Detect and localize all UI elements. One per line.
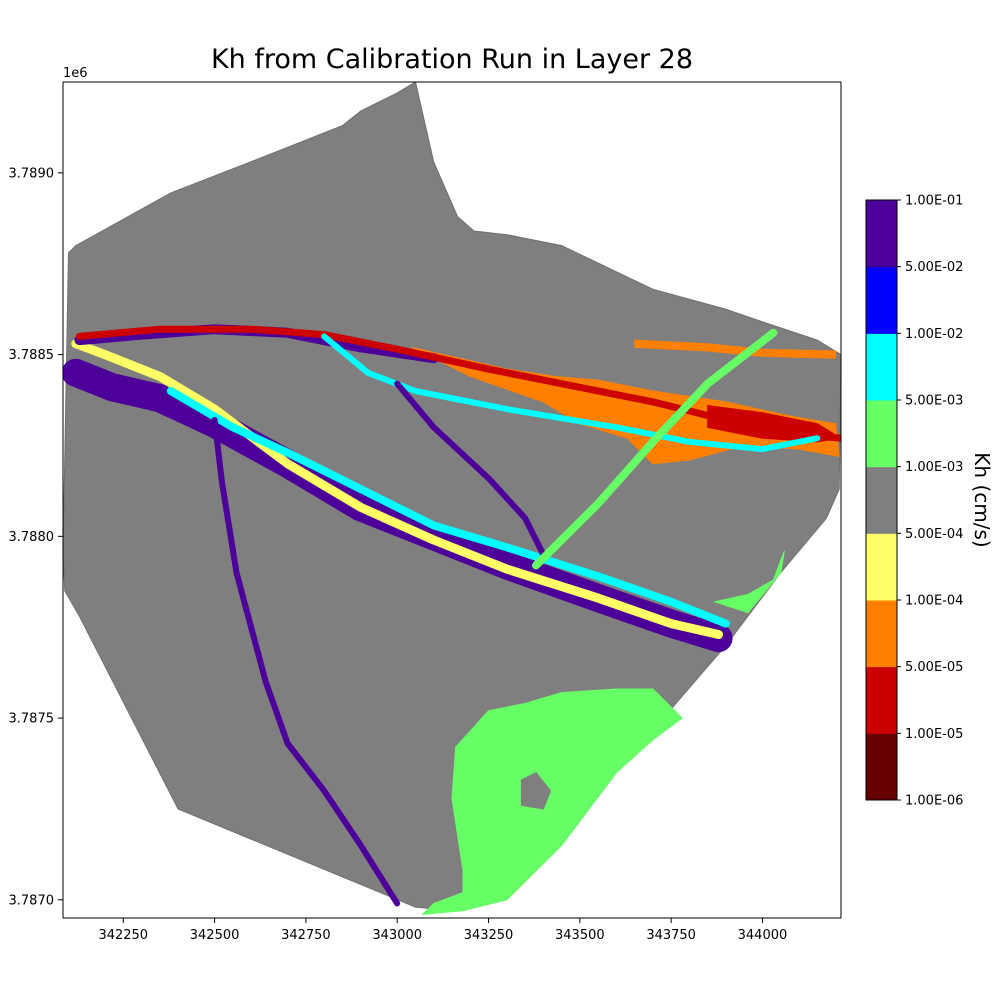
colorbar-tick-label: 5.00E-03: [905, 394, 963, 409]
colorbar-segment: [866, 533, 897, 601]
x-tick-label: 342250: [98, 928, 148, 943]
chart-title: Kh from Calibration Run in Layer 28: [210, 44, 694, 75]
kh-zone-3: [713, 550, 785, 614]
colorbar-segment: [866, 266, 897, 334]
colorbar-segment: [866, 200, 897, 268]
colorbar-segment: [866, 600, 897, 668]
y-axis: 3.7870 3.7875 3.7880 3.7885 3.7890: [9, 166, 63, 908]
kh-band-2: [166, 387, 730, 628]
y-tick-label: 3.7880: [9, 530, 55, 545]
colorbar-label: Kh (cm/s): [970, 452, 994, 547]
y-tick-label: 3.7885: [9, 348, 55, 363]
colorbar-segment: [866, 400, 897, 468]
colorbar-tick-label: 1.00E-03: [905, 460, 963, 475]
y-offset-label: 1e6: [63, 66, 88, 81]
x-tick-label: 343500: [555, 928, 605, 943]
colorbar-tick-label: 1.00E-01: [905, 194, 963, 209]
kh-band-5: [321, 333, 821, 453]
y-tick-label: 3.7870: [9, 893, 55, 908]
colorbar-tick-label: 1.00E-06: [905, 794, 963, 809]
y-tick-label: 3.7875: [9, 712, 55, 727]
plot-frame: [62, 81, 842, 919]
kh-zone-0: [451, 688, 683, 912]
colorbar-segment: [866, 733, 897, 801]
kh-band-7: [394, 380, 547, 558]
x-tick-label: 342750: [281, 928, 331, 943]
colorbar: 1.00E-06 1.00E-05 5.00E-05 1.00E-04 5.00E-04…: [865, 194, 963, 809]
colorbar-tick-label: 1.00E-02: [905, 327, 963, 342]
x-tick-label: 344000: [738, 928, 788, 943]
kh-band-6: [211, 417, 401, 907]
colorbar-segment: [866, 333, 897, 401]
x-axis: 342250 342500 342750 343000 343250 343500 3437…: [98, 918, 787, 943]
kh-zone-5: [634, 339, 836, 359]
kh-zone-1: [421, 891, 464, 916]
colorbar-tick-label: 1.00E-04: [905, 594, 963, 609]
x-tick-label: 343000: [372, 928, 422, 943]
kh-band-1: [71, 339, 724, 639]
kh-band-4: [75, 325, 841, 442]
colorbar-segment: [866, 666, 897, 734]
colorbar-tick-label: 5.00E-05: [905, 660, 963, 675]
colorbar-tick-label: 5.00E-04: [905, 527, 963, 542]
kh-zone-2: [520, 771, 552, 810]
x-tick-label: 342500: [190, 928, 240, 943]
colorbar-segment: [866, 466, 897, 534]
colorbar-tick-label: 1.00E-05: [905, 727, 963, 742]
y-tick-label: 3.7890: [9, 166, 55, 181]
map-layer: [63, 82, 841, 916]
kh-band-8: [532, 328, 778, 570]
colorbar-frame: [865, 199, 898, 801]
x-tick-label: 343750: [646, 928, 696, 943]
x-tick-label: 343250: [464, 928, 514, 943]
colorbar-tick-label: 5.00E-02: [905, 260, 963, 275]
